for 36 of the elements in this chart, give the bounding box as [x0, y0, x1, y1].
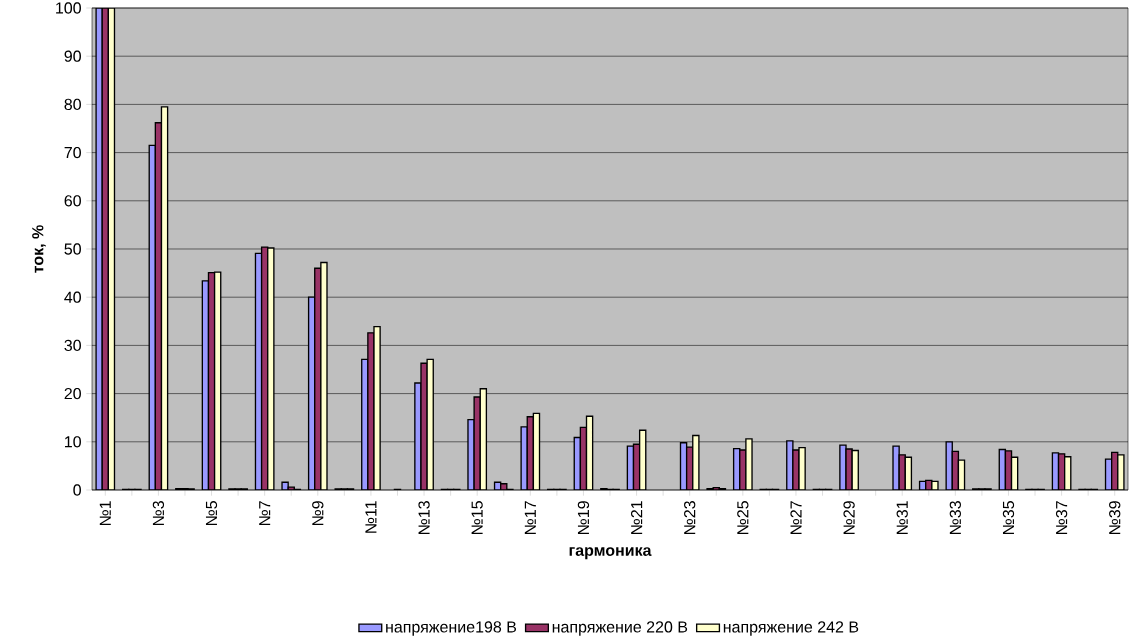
- legend-label: напряжение198 В: [386, 621, 517, 636]
- legend-label: напряжение 220 В: [552, 621, 688, 636]
- y-tick-label: 10: [65, 436, 81, 448]
- legend-label: напряжение 242 В: [723, 621, 859, 636]
- x-tick-label: №23: [684, 501, 696, 534]
- x-tick-label: №39: [1109, 501, 1121, 534]
- y-tick-label: 80: [64, 98, 81, 111]
- x-tick-label: №5: [205, 501, 218, 525]
- x-tick-label: №17: [524, 501, 536, 534]
- y-tick-label: 100: [56, 2, 81, 14]
- x-tick-label: №15: [471, 501, 483, 534]
- x-tick-label: №31: [896, 501, 908, 534]
- y-tick-label: 0: [73, 484, 81, 496]
- x-tick-label: №37: [1055, 501, 1068, 534]
- x-tick-label: №19: [577, 501, 590, 534]
- x-tick-label: №27: [790, 501, 802, 534]
- x-tick-label: №21: [630, 501, 643, 534]
- y-tick-label: 70: [64, 146, 81, 159]
- y-tick-label: 30: [64, 339, 81, 352]
- x-tick-label: №11: [365, 501, 377, 533]
- y-tick-label: 50: [64, 243, 81, 255]
- x-tick-label: №7: [259, 501, 271, 525]
- x-tick-label: №29: [843, 501, 855, 534]
- y-tick-label: 90: [64, 50, 81, 62]
- x-tick-label: №33: [949, 501, 961, 534]
- y-tick-label: 20: [64, 387, 81, 400]
- x-tick-label: №35: [1002, 501, 1015, 534]
- y-axis-title: ток, %: [32, 225, 46, 273]
- x-tick-label: №1: [99, 501, 111, 525]
- x-axis-title: гармоника: [569, 547, 652, 560]
- x-tick-label: №9: [312, 501, 324, 525]
- y-tick-label: 40: [64, 291, 81, 303]
- y-tick-label: 60: [64, 195, 81, 207]
- x-tick-label: №13: [418, 501, 430, 534]
- x-tick-label: №3: [152, 501, 165, 525]
- x-tick-label: №25: [737, 501, 749, 534]
